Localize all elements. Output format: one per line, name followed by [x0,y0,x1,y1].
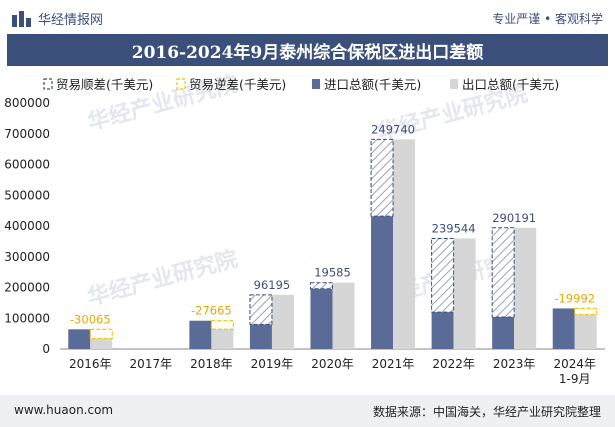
export-bar [211,329,234,349]
balance-data-label: 96195 [254,278,291,292]
balance-data-label: 249740 [371,122,415,136]
export-bar [514,227,537,349]
legend-label-export: 出口总额(千美元) [462,77,559,92]
surplus-bar [370,138,394,217]
export-bar [271,294,294,349]
x-tick-label: 2020年 [311,357,354,371]
top-bar: 华经情报网 专业严谨 • 客观科学 [0,0,615,34]
x-tick-label: 2024年 [553,357,596,371]
export-bar [453,238,476,349]
y-tick-label: 800000 [4,96,50,110]
x-tick-label: 2016年 [69,357,112,371]
balance-data-label: -30065 [70,312,111,326]
x-tick-label: 2018年 [190,357,233,371]
legend-label-surplus: 贸易顺差(千美元) [56,77,153,92]
brand-logo: 华经情报网 [12,9,103,28]
balance-data-label: -19992 [554,291,595,305]
legend-swatch-export [450,79,458,89]
legend-label-import: 进口总额(千美元) [324,77,421,92]
legend-swatch-surplus [43,78,53,90]
x-tick-label: 2019年 [251,357,294,371]
export-bar [393,139,416,349]
x-tick-label: 1-9月 [559,372,591,386]
balance-data-label: 290191 [492,211,536,225]
import-bar [249,324,272,349]
deficit-bar [210,320,234,330]
deficit-bar [574,307,598,316]
import-bar [310,288,333,349]
chart-area: 华经产业研究院华经产业研究院华经产业研究院华经产业研究院贸易顺差(千美元)贸易逆… [4,71,605,386]
footer: www.huaon.com 数据来源：中国海关，华经产业研究院整理 [0,395,615,427]
y-tick-label: 700000 [4,127,50,141]
export-bar [332,282,355,349]
x-tick-label: 2021年 [372,357,415,371]
footer-website: www.huaon.com [14,403,114,417]
deficit-bar [89,328,113,340]
x-tick-label: 2022年 [432,357,475,371]
y-tick-label: 400000 [4,219,50,233]
y-tick-label: 500000 [4,188,50,202]
import-bar [189,320,212,349]
legend-label-deficit: 贸易逆差(千美元) [189,77,286,92]
surplus-bar [310,282,333,290]
surplus-bar [431,237,455,313]
y-tick-label: 0 [42,342,50,356]
surplus-bar [249,294,273,325]
export-bar [574,314,597,349]
import-bar [431,312,454,349]
tagline: 专业严谨 • 客观科学 [492,12,603,26]
chart-title: 2016-2024年9月泰州综合保税区进出口差额 [131,42,484,63]
watermark-text: 华经产业研究院 [85,246,240,311]
y-tick-label: 100000 [4,311,50,325]
y-tick-label: 600000 [4,158,50,172]
surplus-bar [491,227,515,318]
title-bar: 2016-2024年9月泰州综合保税区进出口差额 [7,34,608,66]
import-bar [68,329,91,349]
balance-data-label: 239544 [432,221,476,235]
y-tick-label: 300000 [4,250,50,264]
legend-swatch-import [312,79,320,89]
balance-data-label: -27665 [191,304,232,318]
y-tick-label: 200000 [4,281,50,295]
balance-data-label: 19585 [314,266,351,280]
brand-name: 华经情报网 [38,13,104,28]
legend-swatch-deficit [176,78,186,90]
logo-icon [12,10,32,27]
export-bar [90,338,113,349]
x-tick-label: 2017年 [130,357,173,371]
footer-source: 数据来源：中国海关，华经产业研究院整理 [372,405,601,419]
x-tick-label: 2023年 [493,357,536,371]
import-bar [552,308,575,349]
import-bar [492,317,515,349]
import-bar [371,216,394,349]
